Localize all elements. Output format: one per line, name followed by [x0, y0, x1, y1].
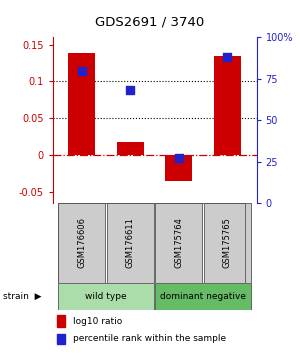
- Text: strain  ▶: strain ▶: [3, 292, 41, 301]
- Text: GSM175764: GSM175764: [174, 217, 183, 268]
- Point: [128, 87, 133, 93]
- Point: [176, 155, 181, 161]
- Text: percentile rank within the sample: percentile rank within the sample: [73, 335, 226, 343]
- Bar: [165, 155, 192, 181]
- Text: dominant negative: dominant negative: [160, 292, 246, 301]
- Bar: [68, 53, 95, 155]
- Bar: [107, 203, 154, 282]
- Text: GSM176606: GSM176606: [77, 217, 86, 268]
- Text: wild type: wild type: [85, 292, 127, 301]
- Bar: [117, 142, 144, 155]
- Bar: [58, 203, 105, 282]
- Point: [225, 54, 230, 60]
- Text: log10 ratio: log10 ratio: [73, 317, 122, 326]
- Bar: [57, 315, 65, 327]
- Bar: [204, 203, 251, 282]
- Bar: [155, 282, 251, 310]
- Bar: [58, 282, 154, 310]
- Bar: [214, 56, 241, 155]
- Text: GDS2691 / 3740: GDS2691 / 3740: [95, 16, 205, 29]
- Bar: [57, 334, 65, 344]
- Bar: [155, 203, 202, 282]
- Text: GSM175765: GSM175765: [223, 217, 232, 268]
- Text: GSM176611: GSM176611: [126, 217, 135, 268]
- Point: [79, 68, 84, 74]
